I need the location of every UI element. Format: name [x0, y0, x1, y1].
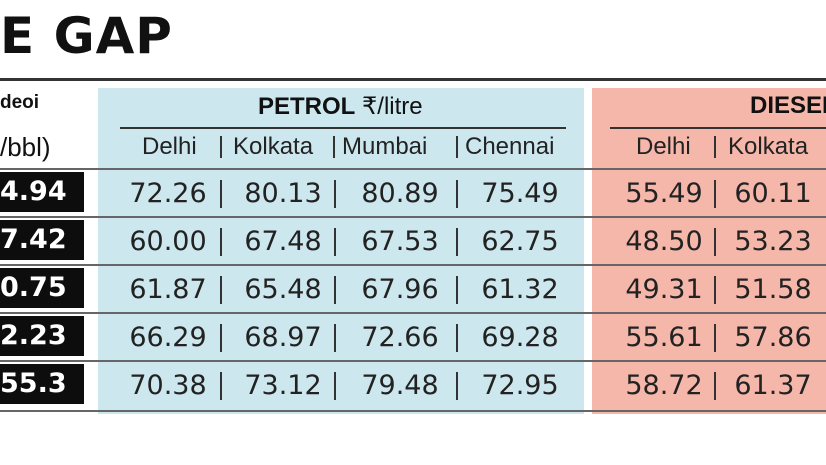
diesel-kolkata-value: 51.58: [734, 274, 812, 305]
crude-value: 55.3: [0, 364, 84, 404]
petrol-group-title: PETROL ₹/litre: [258, 92, 423, 121]
cell-separator: [334, 276, 336, 304]
row-divider: [0, 410, 826, 412]
city-separator: [220, 136, 222, 158]
crude-header: deoi /bbl): [0, 88, 84, 168]
cell-separator: [456, 372, 458, 400]
diesel-delhi-value: 58.72: [625, 370, 703, 401]
crude-value: 2.23: [0, 316, 84, 356]
diesel-kolkata-value: 60.11: [734, 178, 812, 209]
petrol-delhi-value: 70.38: [129, 370, 207, 401]
petrol-delhi-value: 60.00: [129, 226, 207, 257]
cell-separator: [714, 228, 716, 256]
row-divider: [0, 168, 826, 170]
petrol-mumbai-value: 67.96: [361, 274, 439, 305]
diesel-city-delhi: Delhi: [636, 133, 691, 160]
petrol-kolkata-value: 73.12: [244, 370, 322, 401]
row-divider: [0, 264, 826, 266]
table-row: 66.29 68.97 72.66 69.28 55.61 57.86: [98, 316, 826, 360]
diesel-rule: [610, 127, 826, 129]
crude-column: deoi /bbl) 4.94 7.42 0.75 2.23 55.3: [0, 88, 84, 412]
row-divider: [0, 312, 826, 314]
petrol-section: [98, 88, 584, 414]
cell-separator: [334, 180, 336, 208]
crude-header-line2: /bbl): [0, 132, 51, 162]
row-divider: [0, 360, 826, 362]
petrol-mumbai-value: 67.53: [361, 226, 439, 257]
cell-separator: [220, 276, 222, 304]
petrol-mumbai-value: 80.89: [361, 178, 439, 209]
cell-separator: [334, 372, 336, 400]
petrol-chennai-value: 72.95: [481, 370, 559, 401]
diesel-delhi-value: 55.49: [625, 178, 703, 209]
petrol-kolkata-value: 65.48: [244, 274, 322, 305]
petrol-kolkata-value: 67.48: [244, 226, 322, 257]
petrol-kolkata-value: 80.13: [244, 178, 322, 209]
petrol-city-chennai: Chennai: [465, 133, 555, 160]
cell-separator: [456, 180, 458, 208]
cell-separator: [334, 324, 336, 352]
crude-value: 7.42: [0, 220, 84, 260]
table-row: 72.26 80.13 80.89 75.49 55.49 60.11: [98, 172, 826, 216]
title-rule: [0, 78, 826, 81]
crude-value: 4.94: [0, 172, 84, 212]
city-separator: [456, 136, 458, 158]
crude-header-line1: deoi: [0, 92, 40, 113]
diesel-kolkata-value: 53.23: [734, 226, 812, 257]
table-row: 60.00 67.48 67.53 62.75 48.50 53.23: [98, 220, 826, 264]
diesel-section: [592, 88, 826, 414]
petrol-delhi-value: 61.87: [129, 274, 207, 305]
cell-separator: [456, 324, 458, 352]
cell-separator: [456, 276, 458, 304]
petrol-label: PETROL: [258, 93, 356, 120]
cell-separator: [220, 228, 222, 256]
cell-separator: [334, 228, 336, 256]
diesel-kolkata-value: 61.37: [734, 370, 812, 401]
diesel-label: DIESEL: [750, 92, 826, 119]
cell-separator: [714, 372, 716, 400]
petrol-rule: [120, 127, 566, 129]
diesel-delhi-value: 55.61: [625, 322, 703, 353]
petrol-delhi-value: 66.29: [129, 322, 207, 353]
city-separator: [714, 136, 716, 158]
cell-separator: [220, 180, 222, 208]
table-row: 61.87 65.48 67.96 61.32 49.31 51.58: [98, 268, 826, 312]
diesel-group-title: DIESEL: [750, 92, 826, 120]
petrol-chennai-value: 61.32: [481, 274, 559, 305]
cell-separator: [714, 180, 716, 208]
petrol-mumbai-value: 72.66: [361, 322, 439, 353]
petrol-unit: ₹/litre: [362, 93, 423, 120]
diesel-kolkata-value: 57.86: [734, 322, 812, 353]
petrol-mumbai-value: 79.48: [361, 370, 439, 401]
petrol-chennai-value: 69.28: [481, 322, 559, 353]
diesel-delhi-value: 49.31: [625, 274, 703, 305]
cell-separator: [220, 324, 222, 352]
cell-separator: [456, 228, 458, 256]
petrol-city-kolkata: Kolkata: [233, 133, 314, 160]
cell-separator: [220, 372, 222, 400]
row-divider: [0, 216, 826, 218]
crude-value: 0.75: [0, 268, 84, 308]
petrol-chennai-value: 62.75: [481, 226, 559, 257]
cell-separator: [714, 324, 716, 352]
diesel-city-kolkata: Kolkata: [728, 133, 809, 160]
city-separator: [333, 136, 335, 158]
petrol-chennai-value: 75.49: [481, 178, 559, 209]
diesel-delhi-value: 48.50: [625, 226, 703, 257]
petrol-city-mumbai: Mumbai: [342, 133, 428, 160]
table-row: 70.38 73.12 79.48 72.95 58.72 61.37: [98, 364, 826, 408]
petrol-delhi-value: 72.26: [129, 178, 207, 209]
petrol-kolkata-value: 68.97: [244, 322, 322, 353]
page-title: E GAP: [0, 7, 173, 65]
petrol-city-delhi: Delhi: [142, 133, 197, 160]
cell-separator: [714, 276, 716, 304]
